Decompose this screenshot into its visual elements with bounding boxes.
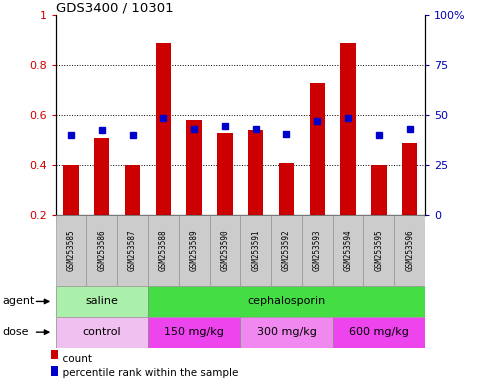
Bar bbox=[148, 317, 241, 348]
Bar bbox=[63, 165, 79, 215]
Bar bbox=[333, 317, 425, 348]
Text: GSM253596: GSM253596 bbox=[405, 230, 414, 271]
Bar bbox=[125, 165, 140, 215]
Bar bbox=[217, 133, 233, 215]
Text: percentile rank within the sample: percentile rank within the sample bbox=[56, 368, 238, 378]
Bar bbox=[56, 286, 148, 317]
Bar bbox=[156, 43, 171, 215]
Text: saline: saline bbox=[85, 296, 118, 306]
Bar bbox=[56, 215, 86, 286]
Bar bbox=[51, 350, 58, 359]
Text: GSM253593: GSM253593 bbox=[313, 230, 322, 271]
Text: GSM253591: GSM253591 bbox=[251, 230, 260, 271]
Text: GSM253592: GSM253592 bbox=[282, 230, 291, 271]
Text: agent: agent bbox=[2, 296, 35, 306]
Bar bbox=[394, 215, 425, 286]
Bar bbox=[148, 215, 179, 286]
Text: GSM253586: GSM253586 bbox=[97, 230, 106, 271]
Text: dose: dose bbox=[2, 327, 29, 337]
Bar bbox=[210, 215, 240, 286]
Text: count: count bbox=[56, 354, 92, 364]
Bar bbox=[56, 317, 148, 348]
Bar bbox=[148, 286, 425, 317]
Bar bbox=[271, 215, 302, 286]
Text: 600 mg/kg: 600 mg/kg bbox=[349, 327, 409, 337]
Text: GSM253587: GSM253587 bbox=[128, 230, 137, 271]
Bar bbox=[248, 130, 263, 215]
Bar bbox=[241, 317, 333, 348]
Bar bbox=[371, 165, 386, 215]
Text: GSM253588: GSM253588 bbox=[159, 230, 168, 271]
Text: control: control bbox=[83, 327, 121, 337]
Bar bbox=[86, 215, 117, 286]
Bar bbox=[179, 215, 210, 286]
Text: GSM253589: GSM253589 bbox=[190, 230, 199, 271]
Bar bbox=[341, 43, 356, 215]
Text: GSM253594: GSM253594 bbox=[343, 230, 353, 271]
Text: GDS3400 / 10301: GDS3400 / 10301 bbox=[56, 1, 173, 14]
Bar bbox=[94, 138, 110, 215]
Text: 150 mg/kg: 150 mg/kg bbox=[164, 327, 224, 337]
Bar bbox=[279, 163, 294, 215]
Text: GSM253585: GSM253585 bbox=[67, 230, 75, 271]
Bar bbox=[240, 215, 271, 286]
Bar bbox=[186, 120, 202, 215]
Text: GSM253590: GSM253590 bbox=[220, 230, 229, 271]
Bar bbox=[364, 215, 394, 286]
Bar bbox=[51, 366, 58, 376]
Text: 300 mg/kg: 300 mg/kg bbox=[256, 327, 316, 337]
Text: GSM253595: GSM253595 bbox=[374, 230, 384, 271]
Bar bbox=[302, 215, 333, 286]
Bar bbox=[117, 215, 148, 286]
Text: cephalosporin: cephalosporin bbox=[247, 296, 326, 306]
Bar bbox=[310, 83, 325, 215]
Bar bbox=[333, 215, 364, 286]
Bar bbox=[402, 143, 417, 215]
